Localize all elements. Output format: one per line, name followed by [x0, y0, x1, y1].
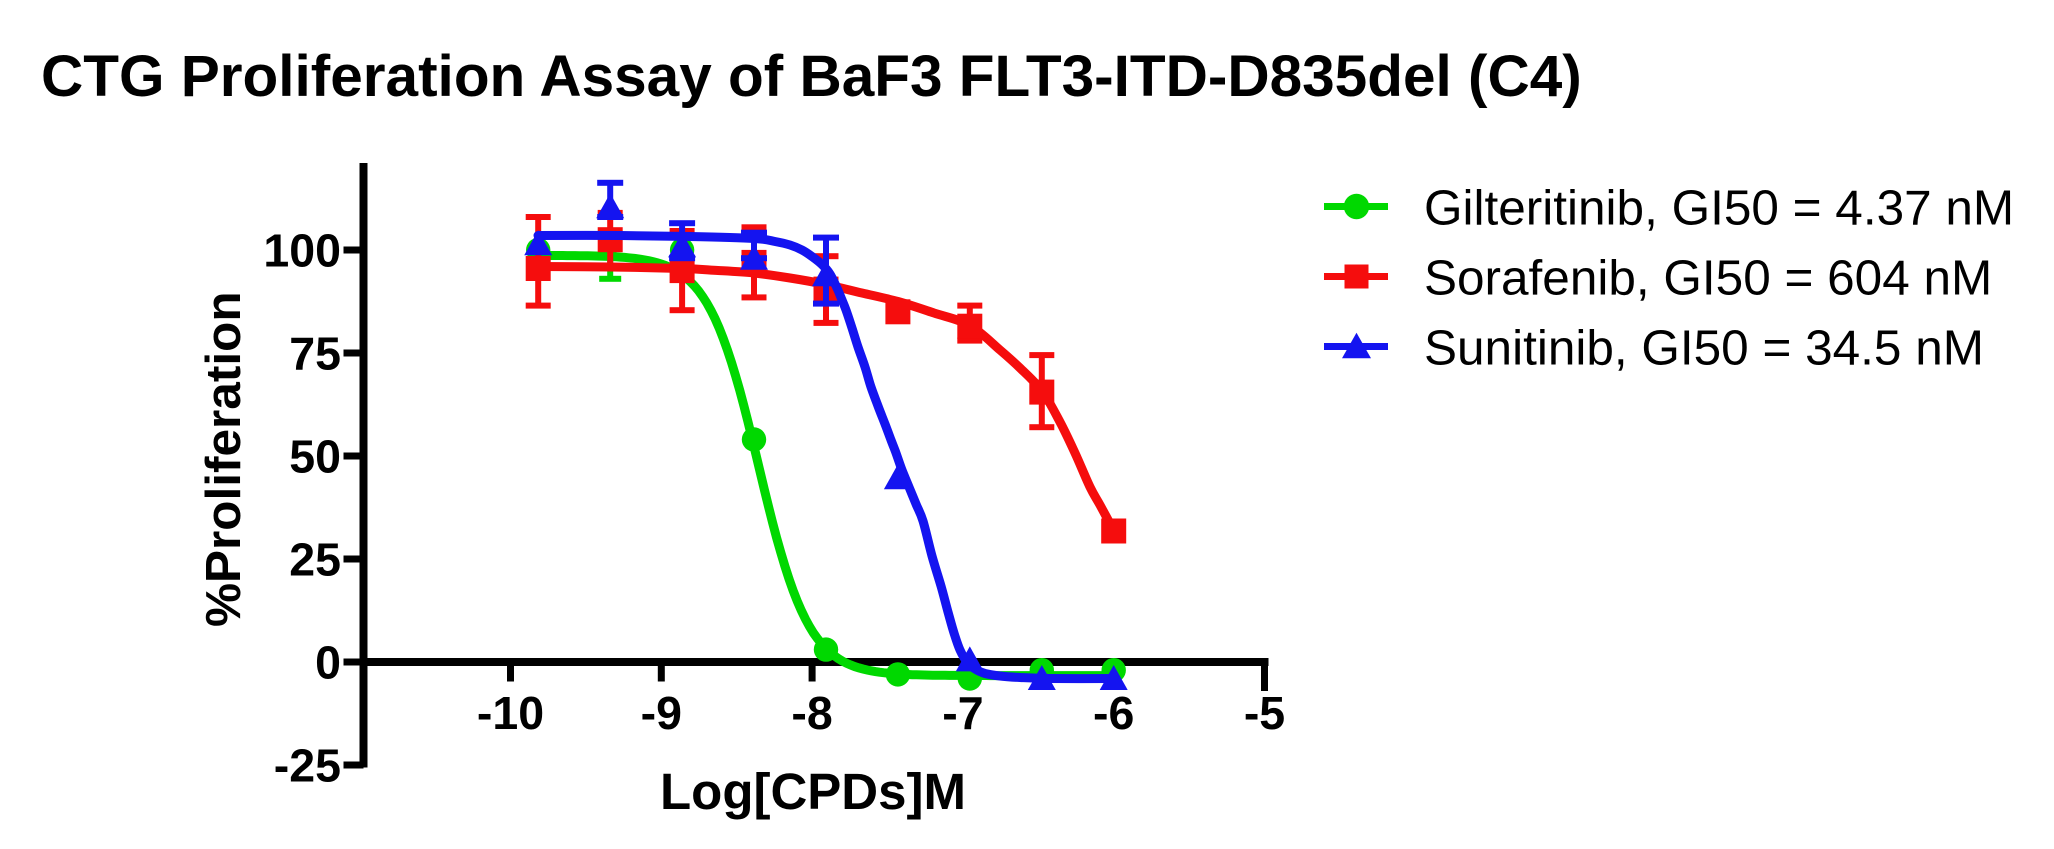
- svg-text:-8: -8: [791, 687, 832, 739]
- svg-text:Log[CPDs]M: Log[CPDs]M: [660, 763, 966, 820]
- svg-text:50: 50: [289, 431, 341, 483]
- svg-text:Gilteritinib, GI50 = 4.37 nM: Gilteritinib, GI50 = 4.37 nM: [1424, 181, 2014, 236]
- svg-text:-10: -10: [477, 687, 544, 739]
- svg-text:75: 75: [289, 328, 341, 380]
- svg-text:%Proliferation: %Proliferation: [196, 291, 251, 627]
- svg-text:-5: -5: [1244, 687, 1285, 739]
- svg-text:-25: -25: [274, 740, 341, 792]
- svg-text:100: 100: [263, 225, 341, 277]
- svg-text:Sunitinib, GI50 = 34.5 nM: Sunitinib, GI50 = 34.5 nM: [1424, 321, 1984, 376]
- svg-text:-6: -6: [1093, 687, 1134, 739]
- svg-text:25: 25: [289, 534, 341, 586]
- svg-text:-9: -9: [641, 687, 682, 739]
- svg-text:CTG Proliferation Assay of BaF: CTG Proliferation Assay of BaF3 FLT3-ITD…: [41, 44, 1582, 109]
- svg-text:0: 0: [315, 637, 341, 689]
- svg-text:Sorafenib, GI50 = 604 nM: Sorafenib, GI50 = 604 nM: [1424, 251, 1992, 306]
- svg-text:-7: -7: [942, 687, 983, 739]
